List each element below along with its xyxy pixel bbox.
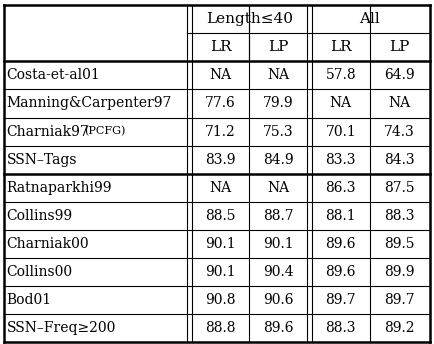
- Text: 77.6: 77.6: [205, 96, 236, 110]
- Text: 83.9: 83.9: [205, 153, 236, 167]
- Text: NA: NA: [267, 68, 289, 83]
- Text: 89.5: 89.5: [385, 237, 415, 251]
- Text: LR: LR: [330, 40, 352, 54]
- Text: Charniak97: Charniak97: [7, 125, 89, 139]
- Text: 88.5: 88.5: [205, 209, 236, 223]
- Text: 90.4: 90.4: [263, 265, 293, 279]
- Text: 88.1: 88.1: [326, 209, 356, 223]
- Text: 90.8: 90.8: [205, 293, 236, 307]
- Text: LP: LP: [389, 40, 410, 54]
- Text: SSN–Freq≥200: SSN–Freq≥200: [7, 321, 116, 335]
- Text: 90.1: 90.1: [263, 237, 293, 251]
- Text: 89.6: 89.6: [326, 265, 356, 279]
- Text: 84.3: 84.3: [385, 153, 415, 167]
- Text: 89.2: 89.2: [385, 321, 415, 335]
- Text: 74.3: 74.3: [384, 125, 415, 139]
- Text: 64.9: 64.9: [385, 68, 415, 83]
- Text: 71.2: 71.2: [205, 125, 236, 139]
- Text: Collins00: Collins00: [7, 265, 72, 279]
- Text: 90.1: 90.1: [205, 237, 236, 251]
- Text: 88.3: 88.3: [385, 209, 415, 223]
- Text: NA: NA: [210, 181, 232, 195]
- Text: Length≤40: Length≤40: [206, 12, 293, 26]
- Text: NA: NA: [330, 96, 352, 110]
- Text: 57.8: 57.8: [326, 68, 356, 83]
- Text: 84.9: 84.9: [263, 153, 293, 167]
- Text: 90.6: 90.6: [263, 293, 293, 307]
- Text: Ratnaparkhi99: Ratnaparkhi99: [7, 181, 112, 195]
- Text: SSN–Tags: SSN–Tags: [7, 153, 77, 167]
- Text: 87.5: 87.5: [385, 181, 415, 195]
- Text: 89.7: 89.7: [326, 293, 356, 307]
- Text: 89.6: 89.6: [326, 237, 356, 251]
- Text: Collins99: Collins99: [7, 209, 72, 223]
- Text: 88.8: 88.8: [205, 321, 236, 335]
- Text: Bod01: Bod01: [7, 293, 52, 307]
- Text: 89.9: 89.9: [385, 265, 415, 279]
- Text: 88.3: 88.3: [326, 321, 356, 335]
- Text: Costa-et-al01: Costa-et-al01: [7, 68, 100, 83]
- Text: 89.7: 89.7: [385, 293, 415, 307]
- Text: Manning&Carpenter97: Manning&Carpenter97: [7, 96, 172, 110]
- Text: All: All: [359, 12, 380, 26]
- Text: NA: NA: [267, 181, 289, 195]
- Text: LR: LR: [210, 40, 231, 54]
- Text: 79.9: 79.9: [263, 96, 293, 110]
- Text: LP: LP: [268, 40, 288, 54]
- Text: (PCFG): (PCFG): [84, 127, 125, 137]
- Text: NA: NA: [210, 68, 232, 83]
- Text: NA: NA: [388, 96, 411, 110]
- Text: 70.1: 70.1: [326, 125, 356, 139]
- Text: Charniak00: Charniak00: [7, 237, 89, 251]
- Text: 90.1: 90.1: [205, 265, 236, 279]
- Text: 75.3: 75.3: [263, 125, 293, 139]
- Text: 83.3: 83.3: [326, 153, 356, 167]
- Text: 86.3: 86.3: [326, 181, 356, 195]
- Text: 88.7: 88.7: [263, 209, 293, 223]
- Text: 89.6: 89.6: [263, 321, 293, 335]
